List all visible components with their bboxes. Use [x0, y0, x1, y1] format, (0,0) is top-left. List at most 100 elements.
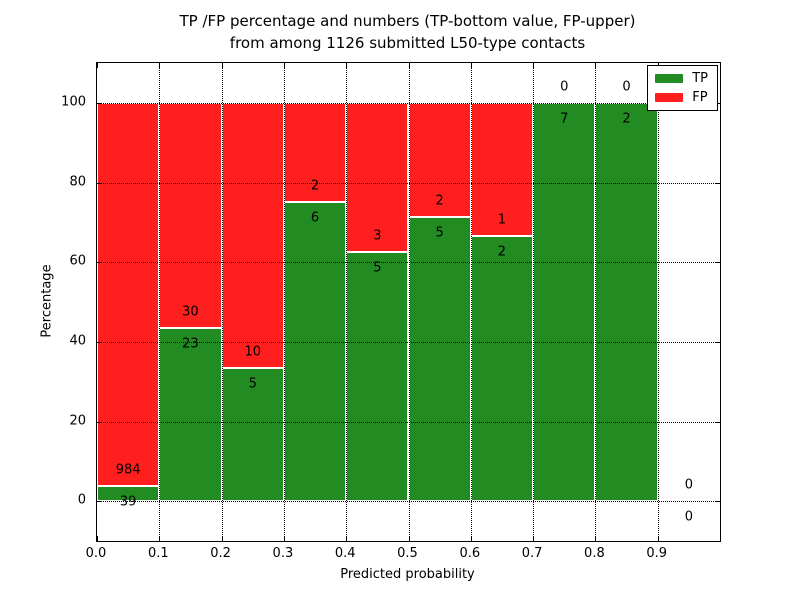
tick-y-right-40 — [715, 341, 720, 343]
tick-x-bottom-0.6 — [470, 536, 472, 541]
tick-x-top-0.5 — [408, 63, 410, 68]
tick-y-left-40 — [97, 341, 102, 343]
x-tick-label-0.8: 0.8 — [584, 546, 605, 561]
bar-count-tp-9: 0 — [684, 509, 693, 525]
bar-segment-fp-2 — [221, 102, 284, 369]
chart-title-line1: TP /FP percentage and numbers (TP-bottom… — [179, 12, 636, 30]
y-tick-label-100: 100 — [61, 94, 86, 110]
bar-count-tp-7: 7 — [560, 111, 569, 127]
gridline-x-0.2 — [221, 63, 223, 541]
tick-x-top-0.2 — [221, 63, 223, 68]
bar-segment-fp-4 — [346, 102, 409, 253]
bar-count-fp-2: 10 — [244, 344, 262, 360]
bar-segment-tp-2 — [221, 368, 284, 502]
x-tick-label-0.4: 0.4 — [334, 546, 356, 561]
tick-x-top-0.0 — [97, 63, 98, 68]
x-tick-label-0.9: 0.9 — [646, 546, 668, 561]
bar-segment-fp-0 — [97, 102, 160, 486]
legend-swatch-tp-icon — [655, 74, 684, 83]
x-tick-label-0.1: 0.1 — [147, 546, 169, 561]
bar-count-tp-5: 5 — [435, 225, 444, 241]
bar-segment-tp-6 — [470, 235, 534, 502]
tick-y-left-60 — [97, 262, 102, 264]
bar-segment-tp-7 — [533, 102, 596, 502]
bar-count-tp-3: 6 — [310, 210, 320, 226]
y-tick-label-0: 0 — [77, 492, 86, 508]
gridline-x-0.6 — [470, 63, 472, 541]
legend-label-tp: TP — [692, 71, 708, 86]
gridline-x-0.9 — [657, 63, 659, 541]
tick-y-left-100 — [97, 102, 102, 104]
legend: TP FP — [647, 65, 718, 111]
legend-swatch-fp-icon — [655, 93, 684, 102]
y-tick-label-20: 20 — [69, 413, 86, 428]
chart-title: TP /FP percentage and numbers (TP-bottom… — [0, 10, 800, 54]
bar-segment-tp-3 — [283, 202, 347, 502]
tick-y-right-80 — [715, 182, 720, 184]
x-axis-label: Predicted probability — [340, 567, 475, 582]
tick-x-bottom-0.9 — [657, 536, 659, 541]
x-tick-label-0.7: 0.7 — [521, 546, 543, 561]
tick-x-top-0.7 — [533, 63, 535, 68]
gridline-x-0.5 — [408, 63, 410, 541]
bar-count-fp-0: 984 — [115, 462, 141, 478]
gridline-x-0.7 — [533, 63, 535, 541]
x-tick-label-0.3: 0.3 — [272, 546, 294, 561]
bar-count-tp-4: 5 — [373, 260, 382, 276]
plot-area: TP FP 984 39 30 23 10 5 2 6 3 5 2 5 1 2 0 7 0 2 0 0 — [96, 62, 721, 542]
tick-x-top-0.4 — [346, 63, 348, 68]
x-tick-label-0.6: 0.6 — [459, 546, 481, 561]
tick-y-right-0 — [715, 501, 720, 503]
bar-count-tp-8: 2 — [622, 111, 631, 127]
bar-segment-tp-8 — [595, 102, 658, 502]
x-tick-label-0.0: 0.0 — [85, 546, 107, 561]
gridline-x-0.1 — [159, 63, 161, 541]
bar-count-fp-1: 30 — [182, 304, 199, 320]
bar-count-tp-2: 5 — [248, 376, 257, 392]
tick-y-right-60 — [715, 262, 720, 264]
tick-x-bottom-0.4 — [346, 536, 348, 541]
tick-x-top-0.1 — [159, 63, 161, 68]
bar-count-fp-7: 0 — [560, 79, 569, 95]
gridline-x-0.3 — [283, 63, 285, 541]
bar-segment-tp-5 — [408, 216, 471, 502]
bar-count-fp-6: 1 — [497, 212, 507, 228]
bar-count-fp-9: 0 — [684, 477, 693, 493]
bar-count-fp-5: 2 — [435, 193, 444, 209]
bar-segment-fp-1 — [159, 102, 222, 329]
tick-x-bottom-0.0 — [97, 536, 98, 541]
y-tick-label-80: 80 — [69, 174, 86, 189]
legend-item-fp: FP — [655, 91, 708, 104]
bar-segment-tp-0 — [97, 485, 160, 502]
legend-label-fp: FP — [692, 90, 708, 105]
chart-title-line2: from among 1126 submitted L50-type conta… — [229, 34, 586, 52]
gridline-x-0.4 — [346, 63, 348, 541]
bar-count-fp-4: 3 — [373, 228, 382, 244]
tick-x-bottom-0.8 — [595, 536, 597, 541]
bar-count-tp-6: 2 — [497, 244, 507, 260]
bar-count-fp-8: 0 — [622, 79, 631, 95]
x-tick-label-0.5: 0.5 — [397, 546, 418, 561]
tick-x-bottom-0.7 — [533, 536, 535, 541]
gridline-x-0.8 — [595, 63, 597, 541]
x-tick-label-0.2: 0.2 — [210, 546, 231, 561]
bar-count-fp-3: 2 — [310, 178, 320, 194]
tick-x-bottom-0.1 — [159, 536, 161, 541]
bar-segment-tp-1 — [159, 328, 222, 502]
tick-x-top-0.3 — [283, 63, 285, 68]
bar-count-tp-1: 23 — [182, 336, 199, 352]
tick-x-top-0.6 — [470, 63, 472, 68]
tick-x-bottom-0.3 — [283, 536, 285, 541]
tick-y-left-0 — [97, 501, 102, 503]
bar-count-tp-0: 39 — [119, 494, 137, 510]
tick-y-right-20 — [715, 421, 720, 423]
legend-item-tp: TP — [655, 72, 708, 85]
tick-x-top-0.8 — [595, 63, 597, 68]
y-tick-label-60: 60 — [69, 253, 86, 269]
y-tick-label-40: 40 — [69, 333, 86, 349]
tick-x-bottom-0.5 — [408, 536, 410, 541]
tick-y-left-20 — [97, 421, 102, 423]
bar-segment-tp-4 — [346, 252, 409, 502]
bar-segment-fp-3 — [283, 102, 347, 203]
